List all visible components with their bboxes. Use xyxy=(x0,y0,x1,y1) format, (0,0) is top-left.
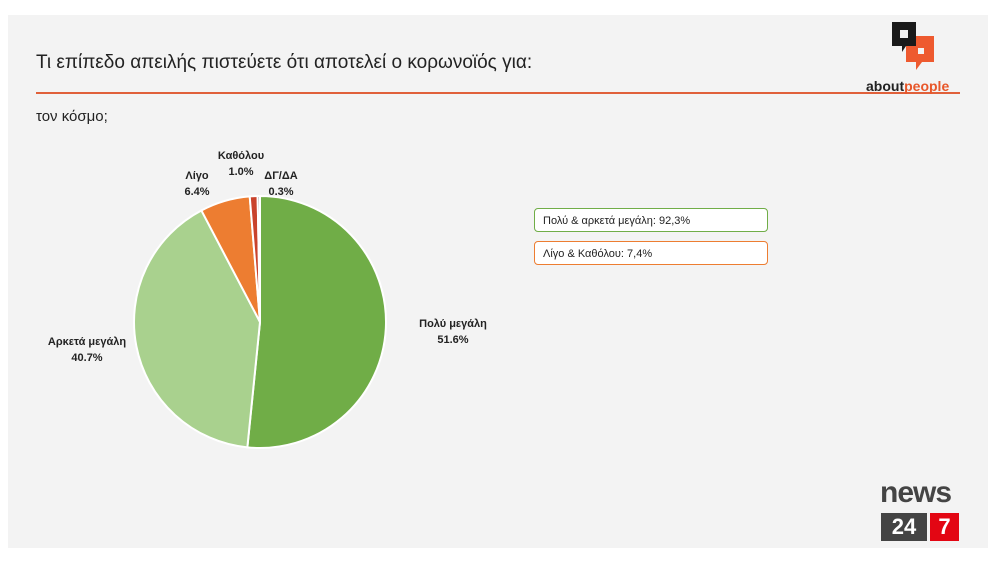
page-title: Τι επίπεδο απειλής πιστεύετε ότι αποτελε… xyxy=(36,52,533,73)
label-dg-da: ΔΓ/ΔΑ 0.3% xyxy=(264,170,298,198)
news247-logo-7: 7 xyxy=(930,513,959,541)
label-arketa-megali: Αρκετά μεγάλη 40.7% xyxy=(47,336,127,364)
pie-slice-1 xyxy=(133,209,262,449)
pie-slice-4 xyxy=(256,194,261,323)
news247-logo-text: news xyxy=(880,476,952,509)
pie-slice-0 xyxy=(246,194,387,449)
summary-box-low: Λίγο & Καθόλου: 7,4% xyxy=(534,241,768,265)
aboutpeople-logo: aboutpeople xyxy=(866,78,950,94)
label-ligo: Λίγο 6.4% xyxy=(184,170,210,198)
label-katholou: Καθόλου 1.0% xyxy=(217,150,265,178)
label-poly-megali: Πολύ μεγάλη 51.6% xyxy=(419,318,487,346)
summary-box-high: Πολύ & αρκετά μεγάλη: 92,3% xyxy=(534,208,768,232)
news247-logo-24: 24 xyxy=(881,513,927,541)
chart-subtitle: τον κόσμο; xyxy=(36,108,108,125)
title-divider xyxy=(36,92,960,94)
aboutpeople-logo-icon xyxy=(892,22,934,70)
